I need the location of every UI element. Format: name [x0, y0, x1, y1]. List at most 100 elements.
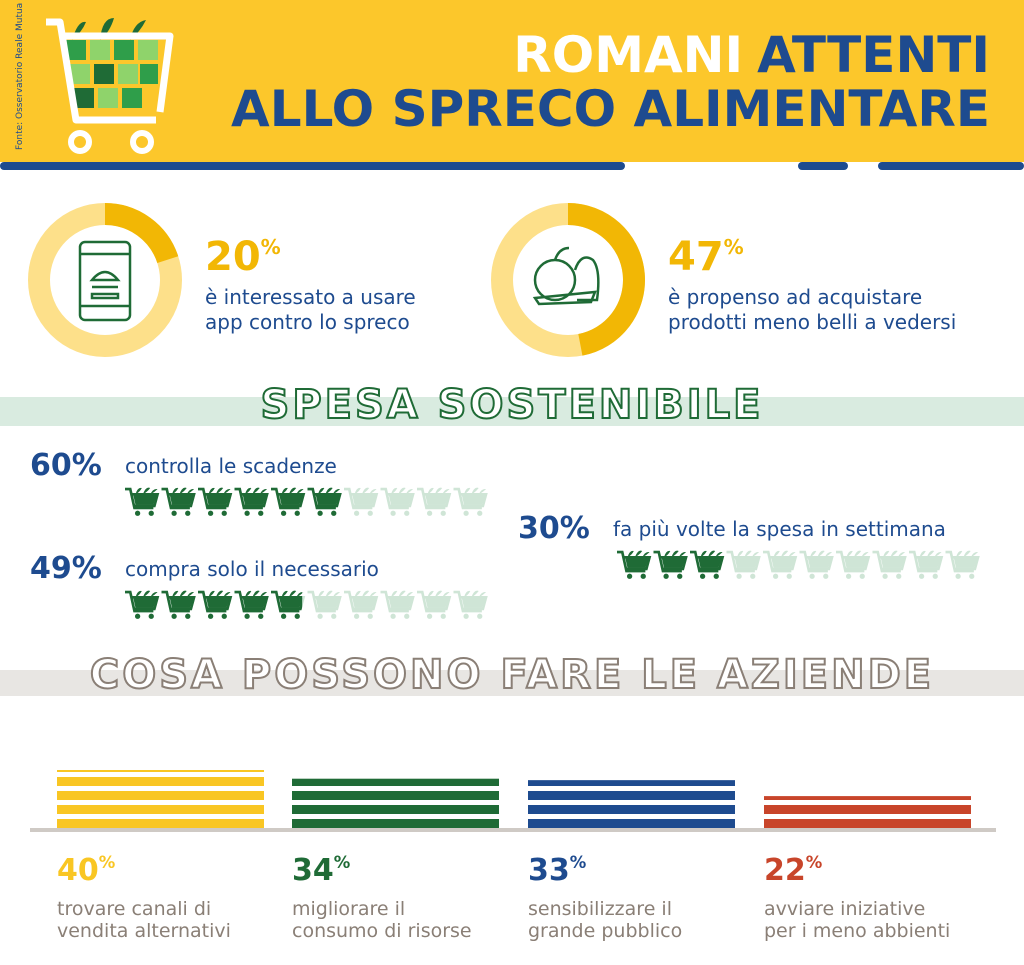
- unit: %: [334, 853, 351, 872]
- unit: %: [724, 235, 744, 259]
- cart-wheel: [367, 613, 373, 619]
- cart-leaves: [208, 487, 231, 495]
- value-label: 30%: [518, 511, 590, 546]
- cart-basket: [425, 598, 449, 608]
- section-band: [0, 670, 1024, 696]
- cart-leaves: [464, 487, 487, 495]
- cart-wheel: [207, 613, 214, 619]
- donut-arc: [104, 203, 179, 264]
- section-band: [0, 397, 1024, 426]
- cart-body: [271, 487, 306, 510]
- cart-wheel: [440, 510, 446, 516]
- cart-leaves: [883, 550, 906, 558]
- section-title: SPESA SOSTENIBILE: [261, 382, 764, 428]
- cart-body: [307, 487, 342, 510]
- cart-filled: [161, 590, 196, 619]
- cart-filled: [617, 550, 652, 579]
- cart-basket: [352, 495, 376, 505]
- cart-body: [161, 487, 196, 510]
- cart-basket: [771, 558, 795, 568]
- cart-wheel: [823, 573, 829, 579]
- cart-body: [234, 487, 269, 510]
- cart-wheel: [750, 573, 756, 579]
- header-rule: [0, 162, 625, 170]
- cart-filled: [198, 590, 233, 619]
- unit: %: [806, 853, 823, 872]
- donut-arc: [567, 203, 645, 356]
- cart-leaves: [172, 590, 195, 598]
- cart-filled: [234, 487, 269, 516]
- cart-wheel: [353, 613, 360, 619]
- header-rule: [798, 162, 848, 170]
- cart-icon: [125, 487, 160, 516]
- cart-leaves: [810, 550, 833, 558]
- cart-filled: [690, 550, 725, 579]
- value: 49: [30, 551, 72, 586]
- description: per i meno abbienti: [764, 920, 950, 942]
- cart-basket: [388, 495, 412, 505]
- cart-basket: [461, 495, 485, 505]
- cart-wheel: [713, 573, 719, 579]
- cart-wheel: [477, 510, 483, 516]
- cart-body: [945, 550, 980, 573]
- cart-icon: [836, 550, 871, 579]
- cart-wheel: [331, 613, 337, 619]
- cart-basket: [844, 558, 868, 568]
- cart-leaves: [464, 590, 487, 598]
- title-part: ROMANI: [513, 26, 743, 84]
- cart-leaves: [391, 487, 414, 495]
- cart-icon: [307, 590, 342, 619]
- cart-icon: [799, 550, 834, 579]
- value: 47: [668, 234, 724, 280]
- description: vendita alternativi: [57, 920, 231, 942]
- cart-icon: [453, 590, 488, 619]
- cart-body: [763, 550, 798, 573]
- cart-wheel: [353, 510, 360, 516]
- cart-wheel: [626, 573, 633, 579]
- cart-filled: [198, 487, 233, 516]
- cart-leaves: [700, 550, 723, 558]
- unit: %: [560, 511, 590, 546]
- cart-icon: [417, 590, 452, 619]
- cart-filled: [307, 487, 342, 516]
- cart-icon: [161, 590, 196, 619]
- cart-icon: [307, 487, 342, 516]
- cart-icon: [271, 590, 306, 619]
- cart-wheel: [932, 573, 938, 579]
- cart-wheel: [148, 510, 154, 516]
- value-label: 22%: [764, 853, 823, 888]
- cart-wheel: [426, 510, 433, 516]
- cart-basket: [388, 598, 412, 608]
- cart-body: [125, 590, 160, 613]
- cart-icon: [872, 550, 907, 579]
- cart-icon: [945, 550, 980, 579]
- header-rule: [878, 162, 1024, 170]
- cart-wheel: [809, 573, 815, 579]
- cart-wheel: [185, 613, 191, 619]
- cart-leaves: [427, 590, 450, 598]
- cart-wheel: [171, 613, 177, 619]
- cart-leaves: [172, 487, 195, 495]
- value-label: 60%: [30, 448, 102, 483]
- cart-body: [344, 487, 379, 510]
- bar: [764, 796, 971, 828]
- cart-wheel: [134, 613, 141, 619]
- description: avviare iniziative: [764, 898, 925, 920]
- value: 34: [292, 853, 334, 888]
- description: fa più volte la spesa in settimana: [613, 517, 946, 541]
- cart-basket: [133, 598, 157, 608]
- cart-body: [909, 550, 944, 573]
- cart-body: [726, 550, 761, 573]
- value-label: 34%: [292, 853, 351, 888]
- cart-wheel: [699, 573, 706, 579]
- cart-wheel: [207, 510, 214, 516]
- cart-body: [198, 487, 233, 510]
- cart-wheel: [185, 510, 191, 516]
- title: ALLO SPRECO ALIMENTARE: [231, 80, 990, 138]
- cart-wheel: [463, 613, 469, 619]
- cart-filled: [271, 590, 303, 619]
- cart-wheel: [221, 510, 227, 516]
- cart-wheel: [640, 573, 646, 579]
- cart-icon: [234, 590, 269, 619]
